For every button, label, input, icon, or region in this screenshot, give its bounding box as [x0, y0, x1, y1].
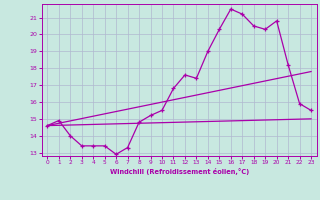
X-axis label: Windchill (Refroidissement éolien,°C): Windchill (Refroidissement éolien,°C)	[109, 168, 249, 175]
